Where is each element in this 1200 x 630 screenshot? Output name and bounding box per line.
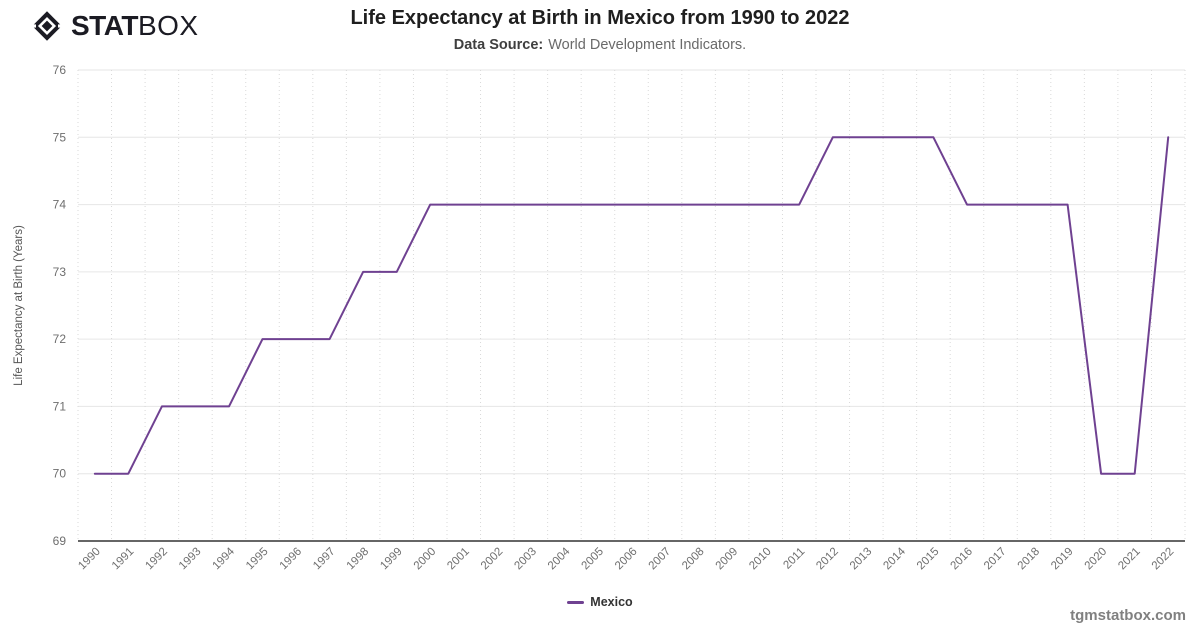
mexico-line-series [93,136,1170,475]
y-tick-label: 71 [53,399,67,413]
legend-line-swatch [567,600,585,604]
x-tick-label: 1995 [244,546,271,573]
logo-box: BOX [137,10,199,41]
x-tick-label: 2002 [479,546,506,573]
x-tick-label: 2020 [1083,546,1110,573]
x-tick-label: 2000 [412,546,439,573]
x-tick-label: 2001 [445,546,472,573]
chart-header: Life Expectancy at Birth in Mexico from … [0,0,1200,53]
x-tick-label: 2003 [512,546,539,573]
data-source-label: Data Source: [453,37,544,53]
x-tick-label: 1991 [110,546,137,573]
x-tick-label: 2021 [1116,546,1143,573]
y-tick-label: 75 [53,130,67,144]
x-tick-label: 2009 [714,546,741,573]
x-tick-label: 2015 [915,546,942,573]
x-tick-label: 1998 [345,546,372,573]
statbox-diamond-icon [30,11,64,41]
y-tick-label: 74 [53,198,67,212]
x-tick-label: 2013 [848,546,875,573]
chart-subtitle: Data Source: World Development Indicators… [0,37,1200,53]
x-tick-label: 1993 [177,546,204,573]
x-tick-label: 1990 [76,546,103,573]
logo-stat: STAT [71,10,138,41]
legend-label: Mexico [590,595,633,609]
x-tick-label: 1992 [143,546,170,573]
y-tick-label: 70 [53,467,67,481]
y-tick-label: 72 [53,332,67,346]
legend: Mexico [0,595,1200,609]
x-tick-label: 2017 [982,546,1009,573]
x-tick-label: 2010 [747,546,774,573]
statbox-logo: STATBOX [30,9,199,43]
chart-title: Life Expectancy at Birth in Mexico from … [350,7,850,29]
x-tick-label: 2006 [613,546,640,573]
x-tick-label: 2019 [1049,546,1076,573]
x-tick-label: 2016 [948,546,975,573]
y-tick-label: 73 [53,265,67,279]
x-tick-label: 2004 [546,545,573,572]
x-tick-label: 1997 [311,546,338,573]
x-tick-label: 1999 [378,546,405,573]
x-tick-label: 1996 [278,546,305,573]
watermark: tgmstatbox.com [1070,607,1186,624]
x-tick-label: 2012 [814,546,841,573]
x-tick-label: 2007 [647,546,674,573]
x-tick-label: 2005 [579,546,606,573]
x-tick-label: 2011 [781,546,807,572]
statbox-wordmark: STATBOX [71,9,199,43]
x-tick-label: 1994 [210,545,237,572]
legend-item-mexico[interactable]: Mexico [567,595,633,609]
data-source-value: World Development Indicators. [548,37,747,53]
y-tick-label: 69 [53,534,67,548]
x-tick-label: 2014 [881,545,908,572]
x-tick-label: 2018 [1016,546,1043,573]
x-tick-label: 2008 [680,546,707,573]
y-tick-label: 76 [53,63,67,77]
y-axis-title: Life Expectancy at Birth (Years) [13,225,25,386]
x-tick-label: 2022 [1150,546,1177,573]
